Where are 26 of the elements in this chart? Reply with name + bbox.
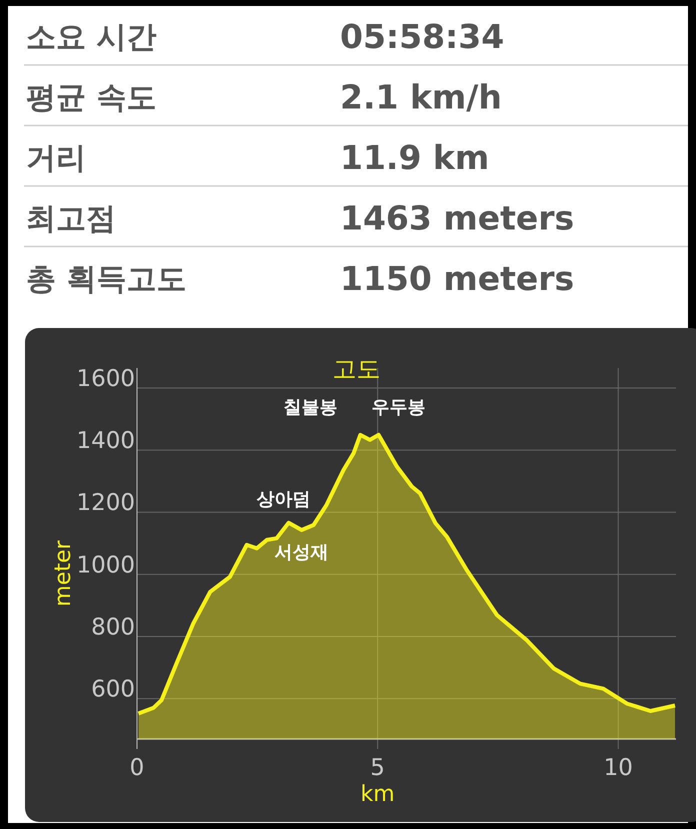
text: 05:58:34: [340, 17, 504, 56]
y-tick-label: 800: [91, 614, 135, 640]
x-tick-label: 10: [604, 755, 633, 781]
text: 최고점: [26, 202, 116, 236]
x-tick-label: 0: [130, 755, 144, 781]
y-tick-label: 1000: [76, 552, 135, 578]
text: 11.9 km: [340, 138, 490, 177]
text: 1463 meters: [340, 198, 574, 238]
y-tick-label: 1400: [76, 428, 135, 454]
text: 2.1 km/h: [340, 78, 502, 116]
x-axis-title: km: [360, 782, 395, 807]
y-tick-label: 1200: [76, 490, 135, 516]
annotation: 칠불봉: [283, 396, 338, 418]
chart-title: 고도: [332, 355, 380, 383]
text: 1150 meters: [340, 259, 574, 298]
annotation: 상아덤: [256, 488, 311, 510]
x-tick-label: 5: [370, 755, 385, 781]
text: 평균 속도: [26, 80, 156, 116]
annotation: 우두봉: [372, 396, 426, 418]
annotation: 서성재: [274, 542, 329, 563]
y-tick-label: 600: [91, 676, 135, 703]
text: 소요 시간: [26, 20, 156, 55]
text: 총 획득고도: [26, 262, 186, 297]
y-tick-label: 1600: [76, 366, 135, 392]
text: 거리: [26, 141, 86, 176]
y-axis-title: meter: [51, 539, 76, 607]
